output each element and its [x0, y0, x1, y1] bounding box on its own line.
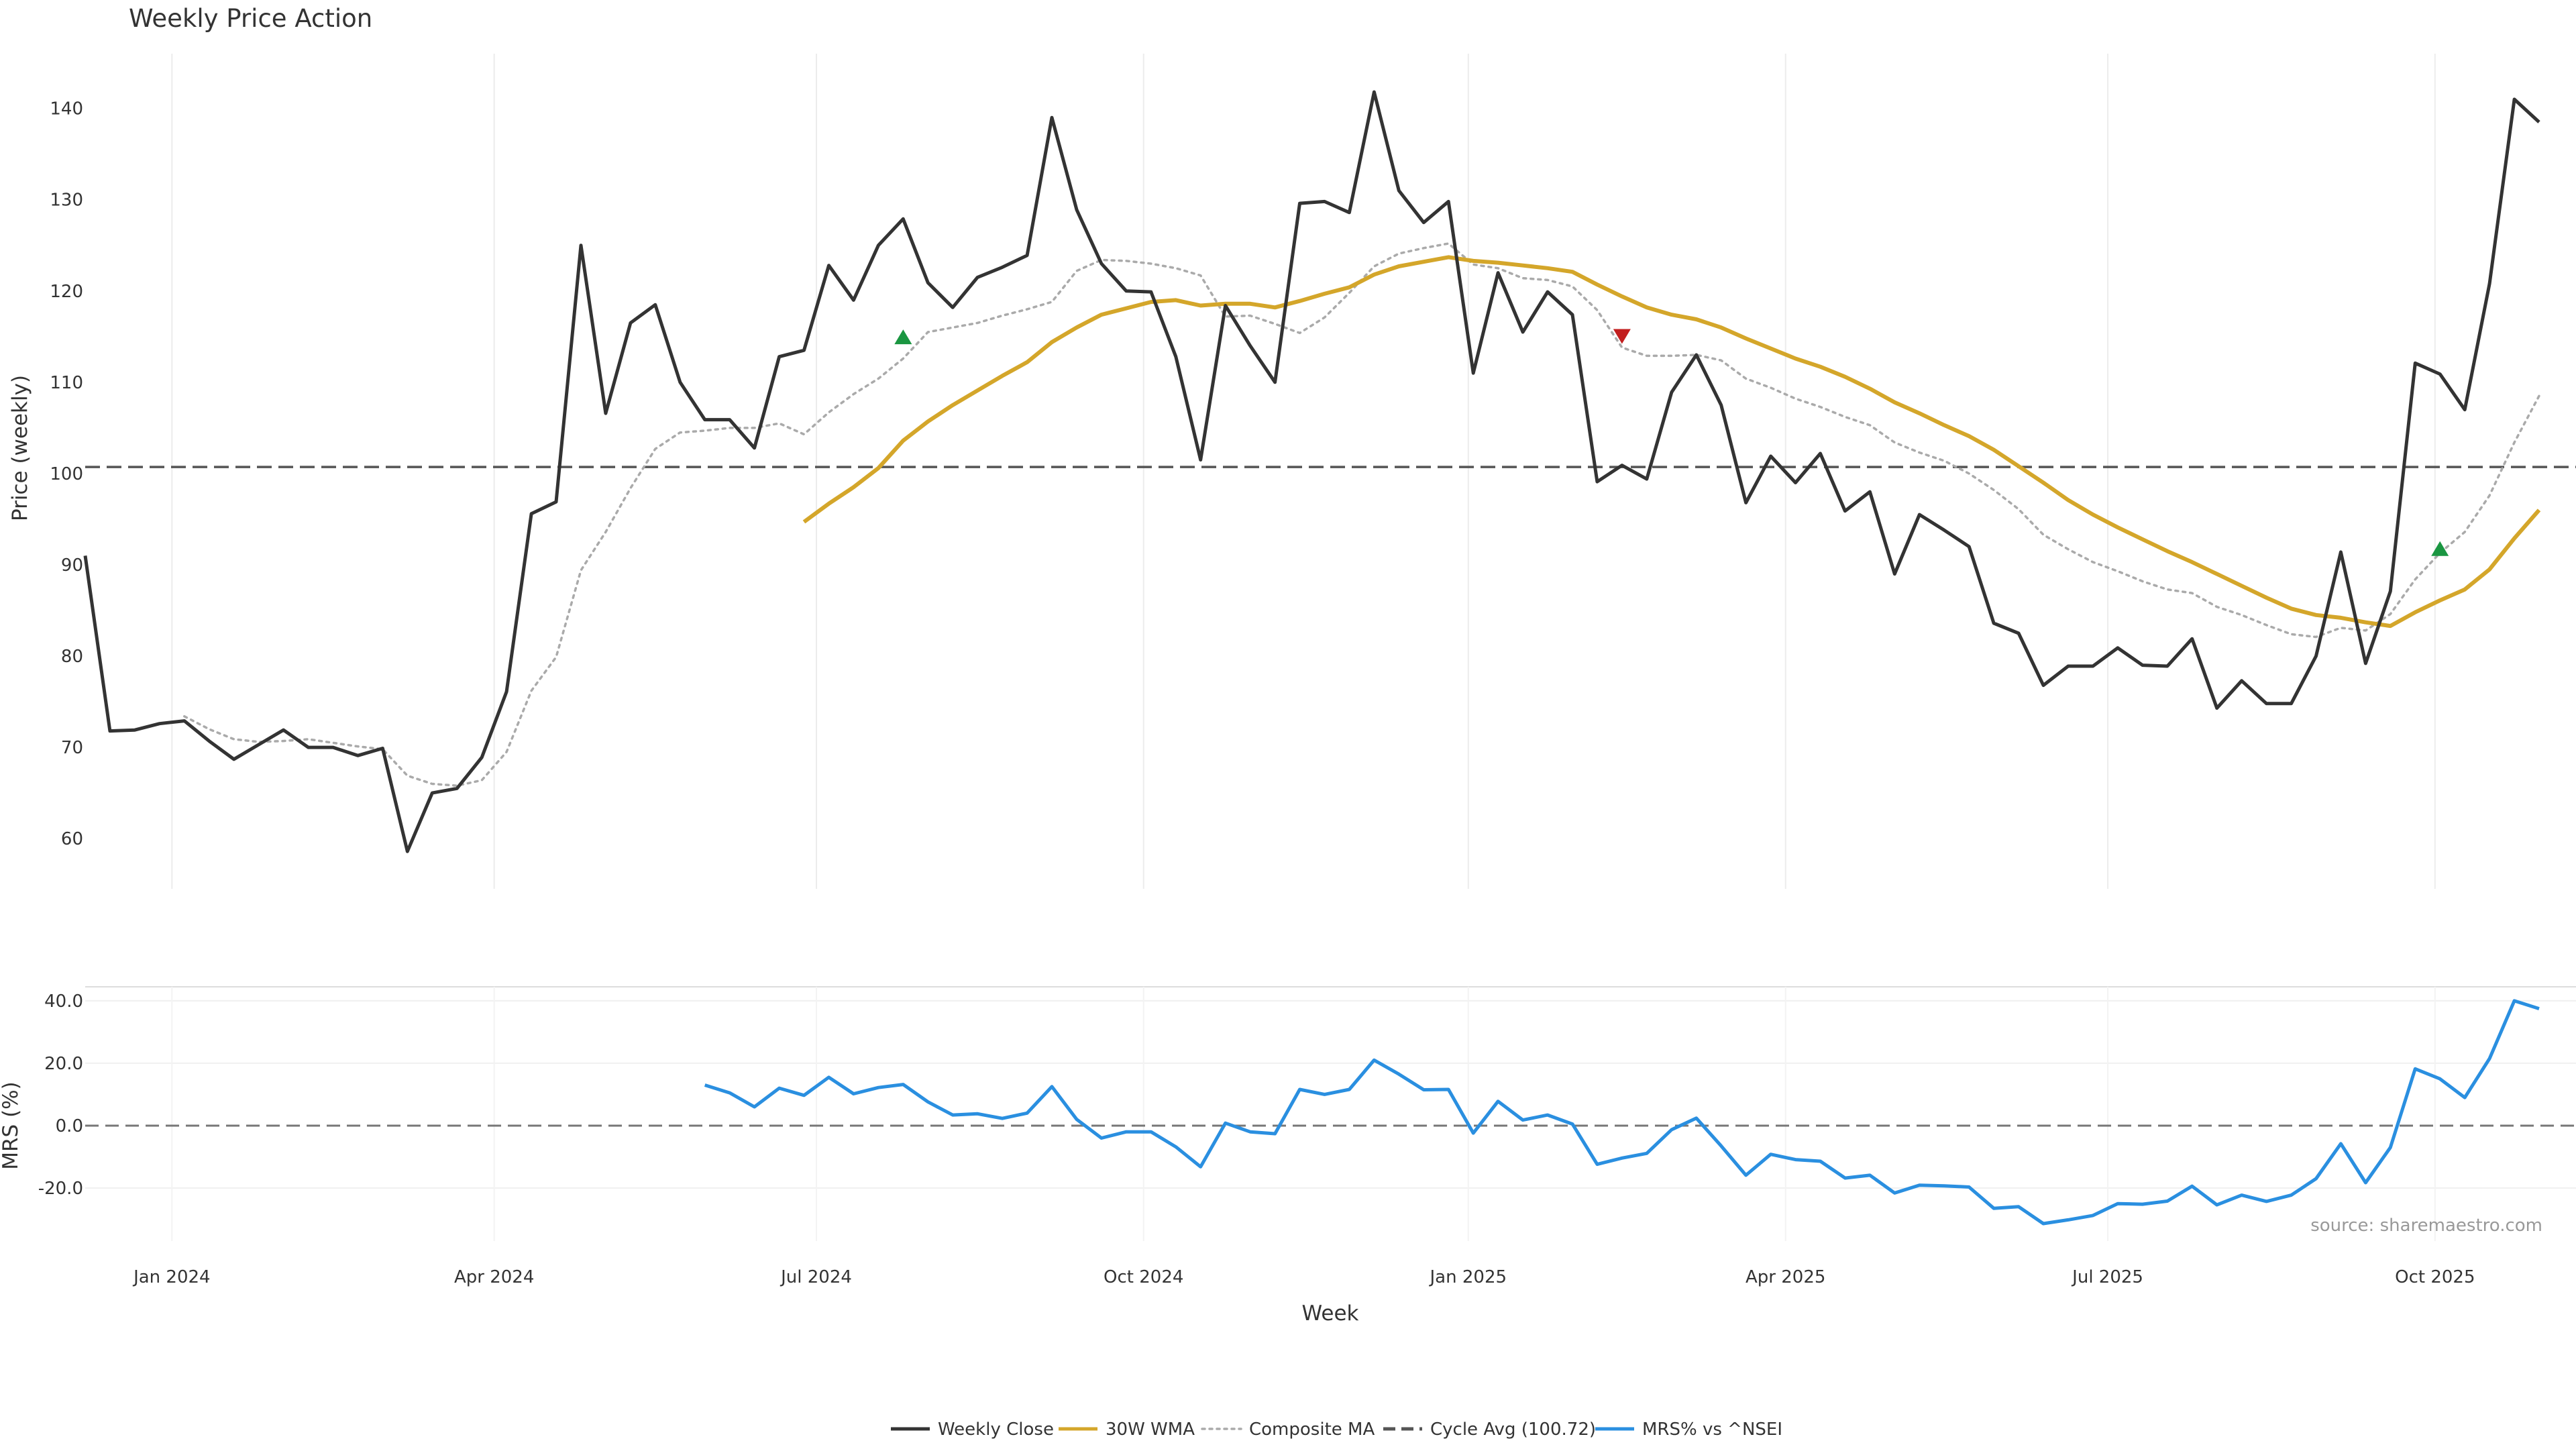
mrs-series — [704, 999, 2540, 1226]
x-tick-label: Jul 2025 — [2071, 1267, 2143, 1287]
mrs-y-tick-label: 40.0 — [44, 991, 83, 1012]
x-tick-label: Oct 2024 — [1104, 1267, 1183, 1287]
x-tick-label: Apr 2024 — [454, 1267, 534, 1287]
x-tick-label: Apr 2025 — [1746, 1267, 1825, 1287]
price-series — [83, 90, 2541, 853]
x-tick-label: Jul 2024 — [780, 1267, 852, 1287]
legend-label: 30W WMA — [1106, 1419, 1195, 1440]
x-tick-label: Jan 2024 — [132, 1267, 211, 1287]
price-y-tick-label: 80 — [61, 647, 83, 667]
price-y-tick-label: 90 — [61, 555, 83, 576]
mrs-y-axis-label: MRS (%) — [0, 1081, 23, 1169]
price-y-tick-label: 100 — [50, 464, 83, 484]
mrs-grid — [85, 987, 2576, 1241]
legend-label: Composite MA — [1249, 1419, 1375, 1440]
x-axis-label: Week — [1302, 1301, 1359, 1326]
legend-label: Cycle Avg (100.72) — [1430, 1419, 1596, 1440]
price-y-tick-label: 60 — [61, 829, 83, 849]
x-ticks: Jan 2024 Apr 2024 Jul 2024 Oct 2024 Jan 2025… — [132, 1267, 2475, 1287]
legend-label: Weekly Close — [938, 1419, 1054, 1440]
source-note: source: sharemaestro.com — [2310, 1216, 2542, 1236]
legend-item-mrs-vs-nsei: MRS% vs ^NSEI — [1595, 1419, 1782, 1440]
x-tick-label: Oct 2025 — [2395, 1267, 2475, 1287]
chart-title: Weekly Price Action — [129, 4, 372, 33]
price-y-tick-label: 70 — [61, 738, 83, 758]
legend-item-weekly-close: Weekly Close — [891, 1419, 1054, 1440]
price-y-tick-label: 120 — [50, 282, 83, 302]
price-y-ticks: 60 70 80 90 100 110 120 130 140 — [50, 99, 83, 850]
signal-markers — [894, 329, 2449, 556]
mrs-y-tick-label: 20.0 — [44, 1054, 83, 1074]
legend: Weekly Close 30W WMA Composite MA Cycle Avg… — [891, 1419, 1782, 1440]
legend-item-composite-ma: Composite MA — [1201, 1419, 1375, 1440]
price-grid — [171, 54, 2436, 889]
sell-signal-marker — [1613, 329, 1631, 344]
x-tick-label: Jan 2025 — [1429, 1267, 1507, 1287]
series-mrs-vs-nsei — [704, 999, 2540, 1226]
price-y-tick-label: 140 — [50, 99, 83, 119]
buy-signal-marker — [894, 329, 912, 345]
legend-item-cycle-avg-100-72: Cycle Avg (100.72) — [1383, 1419, 1596, 1440]
series-composite-ma — [183, 242, 2540, 787]
series-30w-wma — [802, 255, 2541, 629]
legend-label: MRS% vs ^NSEI — [1642, 1419, 1782, 1440]
price-y-tick-label: 110 — [50, 373, 83, 393]
mrs-y-ticks: 40.0 20.0 0.0 -20.0 — [38, 991, 83, 1199]
price-y-tick-label: 130 — [50, 191, 83, 211]
mrs-y-tick-label: -20.0 — [38, 1179, 83, 1199]
mrs-y-tick-label: 0.0 — [56, 1116, 83, 1136]
buy-signal-marker — [2431, 541, 2449, 556]
series-weekly-close — [83, 90, 2540, 853]
price-y-axis-label: Price (weekly) — [8, 375, 32, 521]
legend-item-30w-wma: 30W WMA — [1059, 1419, 1195, 1440]
